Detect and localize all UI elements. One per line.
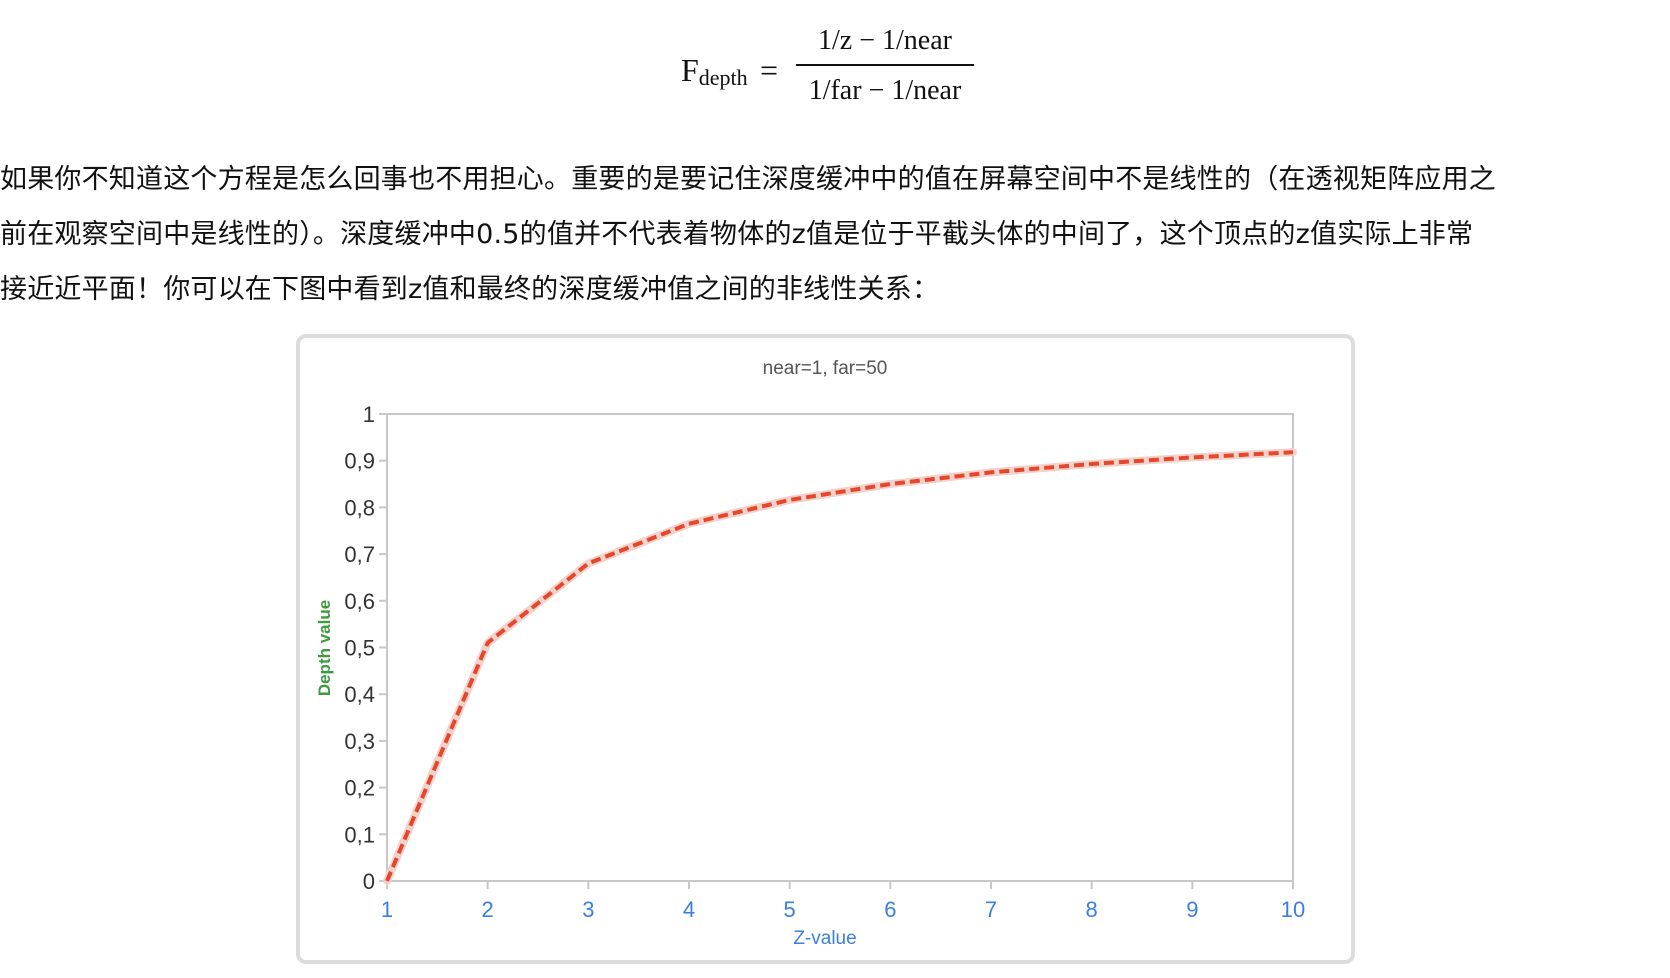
x-axis-label: Z-value [793, 928, 856, 949]
x-tick-label: 10 [1281, 897, 1305, 922]
x-tick-label: 4 [683, 897, 695, 922]
data-point [990, 471, 992, 473]
depth-series-line [385, 450, 1294, 882]
formula-fraction: 1/z − 1/near 1/far − 1/near [796, 22, 974, 110]
x-tick-label: 3 [582, 897, 594, 922]
x-tick-label: 7 [985, 897, 997, 922]
formula-equals: = [760, 52, 779, 88]
formula-fraction-bar [796, 64, 974, 66]
y-axis-label: Depth value [315, 600, 334, 696]
y-tick-label: 0,7 [344, 542, 375, 567]
formula-lhs: Fdepth [681, 52, 748, 90]
formula-denominator: 1/far − 1/near [808, 75, 962, 106]
y-tick-label: 0,6 [344, 589, 375, 614]
y-tick-label: 0,8 [344, 495, 375, 520]
paragraph-line-2: 前在观察空间中是线性的）。深度缓冲中0.5的值并不代表着物体的z值是位于平截头体… [0, 219, 1474, 250]
depth-chart-frame: near=1, far=50 0 0,1 0,2 0,3 0,4 0,5 0,6 0,7 0,8… [296, 334, 1355, 964]
data-point [688, 523, 690, 525]
x-tick-label: 6 [884, 897, 896, 922]
x-tick-label: 1 [381, 897, 393, 922]
data-point [1091, 463, 1093, 465]
data-point [1191, 456, 1193, 458]
chart-title: near=1, far=50 [763, 358, 888, 379]
x-tick-label: 9 [1186, 897, 1198, 922]
formula-numerator: 1/z − 1/near [818, 25, 952, 56]
formula-lhs-subscript: depth [698, 65, 748, 90]
y-tick-label: 1 [363, 402, 375, 427]
y-tick-label: 0,3 [344, 729, 375, 754]
data-point [587, 562, 589, 564]
paragraph-line-3: 接近近平面！你可以在下图中看到z值和最终的深度缓冲值之间的非线性关系： [0, 274, 940, 305]
data-point [487, 642, 489, 644]
data-point [889, 483, 891, 485]
x-axis-ticks: 1 2 3 4 5 6 7 8 9 10 [381, 881, 1305, 922]
y-tick-label: 0,4 [344, 682, 375, 707]
y-tick-label: 0 [363, 869, 375, 894]
depth-chart: near=1, far=50 0 0,1 0,2 0,3 0,4 0,5 0,6 0,7 0,8… [315, 358, 1305, 949]
series-layer [383, 448, 1297, 885]
x-tick-label: 5 [784, 897, 796, 922]
x-tick-label: 2 [482, 897, 494, 922]
y-tick-label: 0,2 [344, 776, 375, 801]
series-line-halo [383, 448, 1297, 885]
y-tick-label: 0,9 [344, 449, 375, 474]
depth-formula: Fdepth = 1/z − 1/near 1/far − 1/near [0, 22, 1670, 118]
y-axis-ticks: 0 0,1 0,2 0,3 0,4 0,5 0,6 0,7 0,8 0,9 1 [344, 402, 387, 894]
plot-area [386, 413, 1294, 882]
x-tick-label: 8 [1086, 897, 1098, 922]
data-point [789, 499, 791, 501]
data-point [386, 880, 388, 882]
y-tick-label: 0,1 [344, 822, 375, 847]
explanation-paragraph: 如果你不知道这个方程是怎么回事也不用担心。重要的是要记住深度缓冲中的值在屏幕空间… [0, 152, 1665, 317]
y-tick-label: 0,5 [344, 636, 375, 661]
data-point [1292, 451, 1294, 453]
paragraph-line-1: 如果你不知道这个方程是怎么回事也不用担心。重要的是要记住深度缓冲中的值在屏幕空间… [0, 164, 1496, 195]
